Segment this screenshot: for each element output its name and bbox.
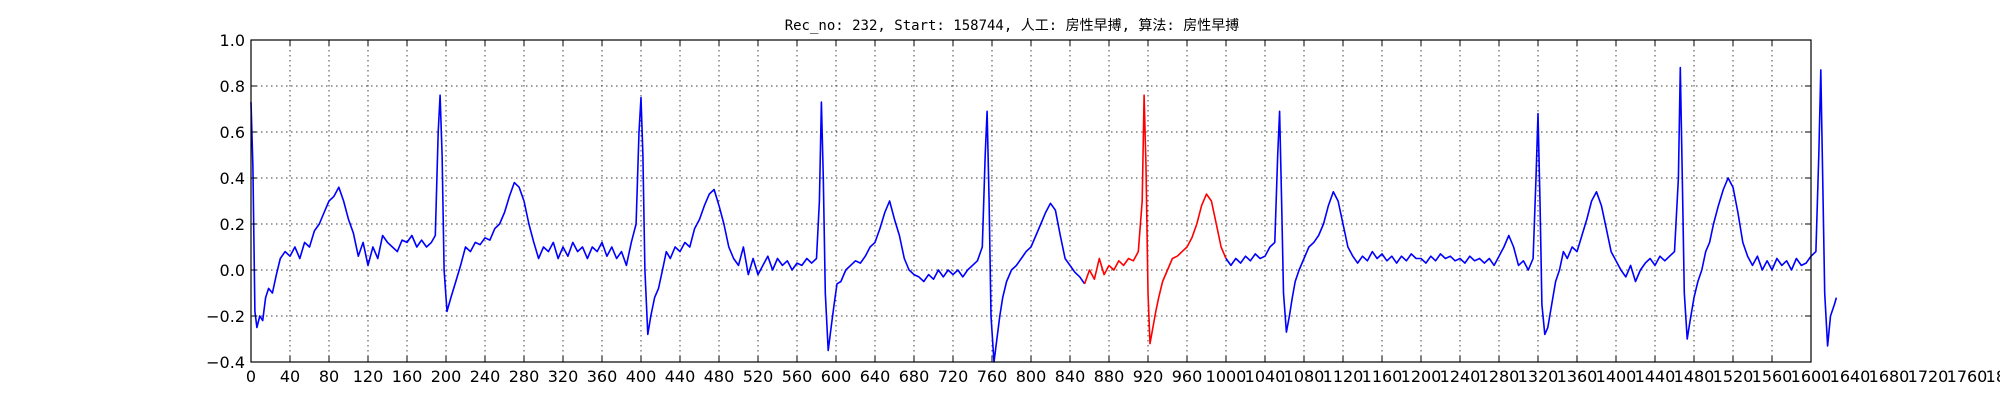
- x-tick-label: 1480: [1674, 367, 1715, 386]
- x-tick-label: 240: [470, 367, 501, 386]
- x-tick-label: 440: [665, 367, 696, 386]
- y-tick-label: 0.8: [220, 77, 245, 96]
- chart-title: Rec_no: 232, Start: 158744, 人工: 房性早搏, 算法…: [785, 17, 1240, 34]
- x-axis: 0 40 80 120 160 200 240 280 320 360 400 440 480 520 56…: [246, 40, 2000, 386]
- x-tick-label: 320: [548, 367, 579, 386]
- x-tick-label: 1000: [1206, 367, 1247, 386]
- y-axis: −0.4 −0.2 0.0 0.2 0.4 0.6 0.8 1.0: [206, 31, 1811, 372]
- x-tick-label: 80: [319, 367, 339, 386]
- x-tick-label: 560: [782, 367, 813, 386]
- x-tick-label: 0: [246, 367, 256, 386]
- series-line: [1225, 66, 1838, 347]
- x-tick-label: 160: [392, 367, 423, 386]
- x-tick-label: 1120: [1323, 367, 1364, 386]
- y-tick-label: 0.0: [220, 261, 245, 280]
- x-tick-label: 760: [977, 367, 1008, 386]
- x-tick-label: 1440: [1635, 367, 1676, 386]
- x-tick-label: 960: [1172, 367, 1203, 386]
- x-tick-label: 1680: [1869, 367, 1910, 386]
- x-tick-label: 1360: [1557, 367, 1598, 386]
- y-tick-label: −0.2: [206, 307, 245, 326]
- x-tick-label: 40: [280, 367, 300, 386]
- x-tick-label: 1760: [1947, 367, 1988, 386]
- x-tick-label: 200: [431, 367, 462, 386]
- y-tick-label: 0.4: [220, 169, 245, 188]
- x-tick-label: 360: [587, 367, 618, 386]
- x-tick-label: 1280: [1479, 367, 1520, 386]
- series-line: [1083, 94, 1227, 345]
- x-tick-label: 1040: [1245, 367, 1286, 386]
- y-tick-label: 0.6: [220, 123, 245, 142]
- x-tick-label: 920: [1133, 367, 1164, 386]
- x-tick-label: 1640: [1830, 367, 1871, 386]
- series-line: [250, 94, 1086, 363]
- x-tick-label: 800: [1016, 367, 1047, 386]
- y-tick-label: 0.2: [220, 215, 245, 234]
- x-tick-label: 1400: [1596, 367, 1637, 386]
- x-tick-label: 520: [743, 367, 774, 386]
- x-tick-label: 1080: [1284, 367, 1325, 386]
- x-tick-label: 120: [353, 367, 384, 386]
- x-tick-label: 1600: [1791, 367, 1832, 386]
- x-tick-label: 280: [509, 367, 540, 386]
- grid-lines: [251, 40, 1811, 362]
- x-tick-label: 400: [626, 367, 657, 386]
- y-tick-label: 1.0: [220, 31, 245, 50]
- x-tick-label: 840: [1055, 367, 1086, 386]
- x-tick-label: 1160: [1362, 367, 1403, 386]
- y-tick-label: −0.4: [206, 353, 245, 372]
- x-tick-label: 600: [821, 367, 852, 386]
- x-tick-label: 1560: [1752, 367, 1793, 386]
- x-tick-label: 720: [938, 367, 969, 386]
- series-lines: [250, 66, 1838, 363]
- x-tick-label: 1800: [1986, 367, 2000, 386]
- x-tick-label: 1240: [1440, 367, 1481, 386]
- x-tick-label: 480: [704, 367, 735, 386]
- x-tick-label: 880: [1094, 367, 1125, 386]
- x-tick-label: 1320: [1518, 367, 1559, 386]
- x-tick-label: 1720: [1908, 367, 1949, 386]
- x-tick-label: 640: [860, 367, 891, 386]
- x-tick-label: 1200: [1401, 367, 1442, 386]
- x-tick-label: 680: [899, 367, 930, 386]
- x-tick-label: 1520: [1713, 367, 1754, 386]
